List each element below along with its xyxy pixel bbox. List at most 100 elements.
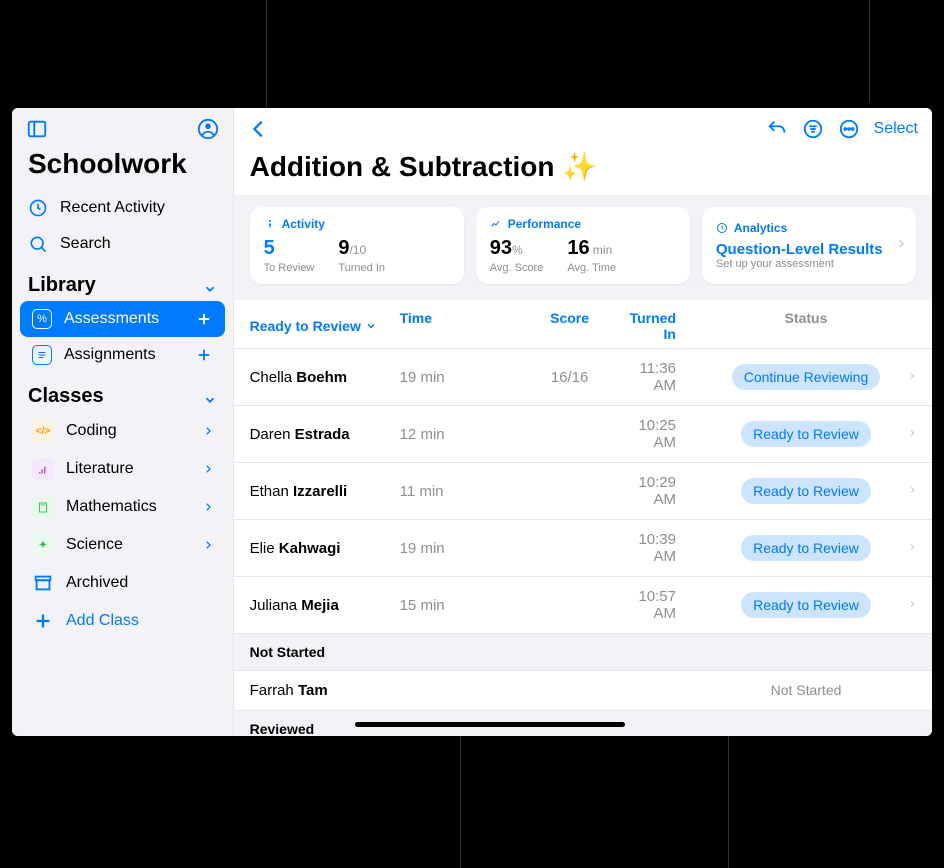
status-pill[interactable]: Ready to Review bbox=[741, 592, 871, 618]
table-row[interactable]: Elie Kahwagi 19 min 10:39 AM Ready to Re… bbox=[234, 519, 932, 576]
chevron-right-icon bbox=[896, 597, 916, 614]
turned-in-cell: 10:29 AM bbox=[630, 474, 716, 508]
chevron-down-icon bbox=[203, 390, 217, 404]
status-pill[interactable]: Continue Reviewing bbox=[732, 364, 881, 390]
back-button[interactable] bbox=[248, 118, 270, 140]
status-pill[interactable]: Ready to Review bbox=[741, 478, 871, 504]
status-cell: Ready to Review bbox=[716, 478, 896, 504]
avg-time-label: Avg. Time bbox=[567, 262, 616, 274]
class-icon: ✦ bbox=[32, 534, 54, 556]
time-cell: 12 min bbox=[400, 426, 510, 443]
class-list: </> Coding LiteratureMathematics ✦ Science bbox=[12, 412, 233, 564]
avg-time-value: 16 bbox=[567, 237, 589, 259]
add-assessment-icon[interactable] bbox=[195, 310, 213, 328]
avg-score-label: Avg. Score bbox=[490, 262, 544, 274]
assignments-label: Assignments bbox=[64, 346, 156, 364]
library-section-header[interactable]: Library bbox=[12, 262, 233, 301]
col-ready-to-review[interactable]: Ready to Review bbox=[250, 310, 400, 342]
profile-icon[interactable] bbox=[197, 118, 219, 140]
avg-time-stat: 16 min Avg. Time bbox=[567, 237, 616, 274]
student-name: Juliana Mejia bbox=[250, 597, 400, 614]
time-cell: 19 min bbox=[400, 540, 510, 557]
class-icon: </> bbox=[32, 420, 54, 442]
topbar: Select bbox=[234, 108, 932, 150]
table-row[interactable]: Farrah Tam Not Started bbox=[234, 670, 932, 710]
undo-button[interactable] bbox=[766, 118, 788, 140]
person-icon bbox=[264, 218, 276, 230]
more-button[interactable] bbox=[838, 118, 860, 140]
turned-in-suffix: /10 bbox=[349, 243, 366, 257]
chevron-right-icon bbox=[203, 424, 213, 438]
turned-in-stat: 9/10 Turned In bbox=[338, 237, 385, 274]
chevron-right-icon bbox=[896, 540, 916, 557]
add-assignment-icon[interactable] bbox=[195, 346, 213, 364]
classes-label: Classes bbox=[28, 385, 104, 408]
activity-head-label: Activity bbox=[282, 217, 325, 231]
turned-in-cell: 10:25 AM bbox=[630, 417, 716, 451]
table-row[interactable]: Juliana Mejia 15 min 10:57 AM Ready to R… bbox=[234, 576, 932, 633]
analytics-card[interactable]: Analytics Question-Level Results Set up … bbox=[702, 207, 916, 284]
col-turned-in[interactable]: Turned In bbox=[630, 310, 716, 342]
class-label: Coding bbox=[66, 422, 117, 440]
status-pill[interactable]: Ready to Review bbox=[741, 421, 871, 447]
to-review-label: To Review bbox=[264, 262, 315, 274]
time-cell: 19 min bbox=[400, 369, 510, 386]
classes-section-header[interactable]: Classes bbox=[12, 373, 233, 412]
table-row[interactable]: Daren Estrada 12 min 10:25 AM Ready to R… bbox=[234, 405, 932, 462]
chevron-right-icon bbox=[896, 236, 906, 255]
status-cell: Continue Reviewing bbox=[716, 364, 896, 390]
app-title: Schoolwork bbox=[12, 146, 233, 190]
sidebar-item-assignments[interactable]: Assignments bbox=[20, 337, 225, 373]
sidebar-item-archived[interactable]: Archived bbox=[20, 564, 225, 602]
table-row[interactable]: Ethan Izzarelli 11 min 10:29 AM Ready to… bbox=[234, 462, 932, 519]
status-cell: Ready to Review bbox=[716, 592, 896, 618]
page-title: Addition & Subtraction ✨ bbox=[234, 150, 932, 195]
sidebar: Schoolwork Recent Activity Search Librar… bbox=[12, 108, 234, 736]
sidebar-item-class[interactable]: Literature bbox=[20, 450, 225, 488]
sidebar-item-class[interactable]: </> Coding bbox=[20, 412, 225, 450]
turned-in-cell: 10:39 AM bbox=[630, 531, 716, 565]
add-class-label: Add Class bbox=[66, 612, 139, 630]
avg-score-suffix: % bbox=[512, 243, 523, 257]
table-header: Ready to Review Time Score Turned In Sta… bbox=[234, 300, 932, 348]
to-review-value: 5 bbox=[264, 237, 315, 260]
select-button[interactable]: Select bbox=[874, 120, 918, 138]
filter-button[interactable] bbox=[802, 118, 824, 140]
student-name: Farrah Tam bbox=[250, 682, 400, 699]
sidebar-recent-activity[interactable]: Recent Activity bbox=[12, 190, 233, 226]
chevron-right-icon bbox=[203, 538, 213, 552]
sidebar-toggle-icon[interactable] bbox=[26, 118, 48, 140]
analytics-head-label: Analytics bbox=[734, 221, 787, 235]
chevron-down-icon bbox=[365, 320, 377, 332]
time-cell: 15 min bbox=[400, 597, 510, 614]
sidebar-add-class[interactable]: Add Class bbox=[20, 602, 225, 640]
sidebar-search-label: Search bbox=[60, 235, 111, 253]
sidebar-item-class[interactable]: ✦ Science bbox=[20, 526, 225, 564]
turned-in-value: 9 bbox=[338, 237, 349, 259]
assessments-label: Assessments bbox=[64, 310, 159, 328]
sidebar-item-assessments[interactable]: % Assessments bbox=[20, 301, 225, 337]
assignments-icon bbox=[32, 345, 52, 365]
performance-card[interactable]: Performance 93% Avg. Score 16 min Avg. T… bbox=[476, 207, 690, 284]
turned-in-cell: 10:57 AM bbox=[630, 588, 716, 622]
archived-label: Archived bbox=[66, 574, 128, 592]
chevron-right-icon bbox=[203, 462, 213, 476]
class-label: Science bbox=[66, 536, 123, 554]
col-score[interactable]: Score bbox=[510, 310, 630, 342]
score-cell: 16/16 bbox=[510, 369, 630, 386]
plus-icon bbox=[32, 610, 54, 632]
status-text: Not Started bbox=[771, 682, 842, 698]
home-indicator bbox=[355, 722, 625, 727]
student-name: Chella Boehm bbox=[250, 369, 400, 386]
col-time[interactable]: Time bbox=[400, 310, 510, 342]
status-pill[interactable]: Ready to Review bbox=[741, 535, 871, 561]
student-name: Ethan Izzarelli bbox=[250, 483, 400, 500]
class-icon bbox=[32, 496, 54, 518]
chevron-right-icon bbox=[203, 500, 213, 514]
sidebar-search[interactable]: Search bbox=[12, 226, 233, 262]
chevron-right-icon bbox=[896, 483, 916, 500]
sidebar-item-class[interactable]: Mathematics bbox=[20, 488, 225, 526]
table-row[interactable]: Chella Boehm 19 min 16/16 11:36 AM Conti… bbox=[234, 348, 932, 405]
col-status: Status bbox=[716, 310, 896, 342]
activity-card[interactable]: Activity 5 To Review 9/10 Turned In bbox=[250, 207, 464, 284]
